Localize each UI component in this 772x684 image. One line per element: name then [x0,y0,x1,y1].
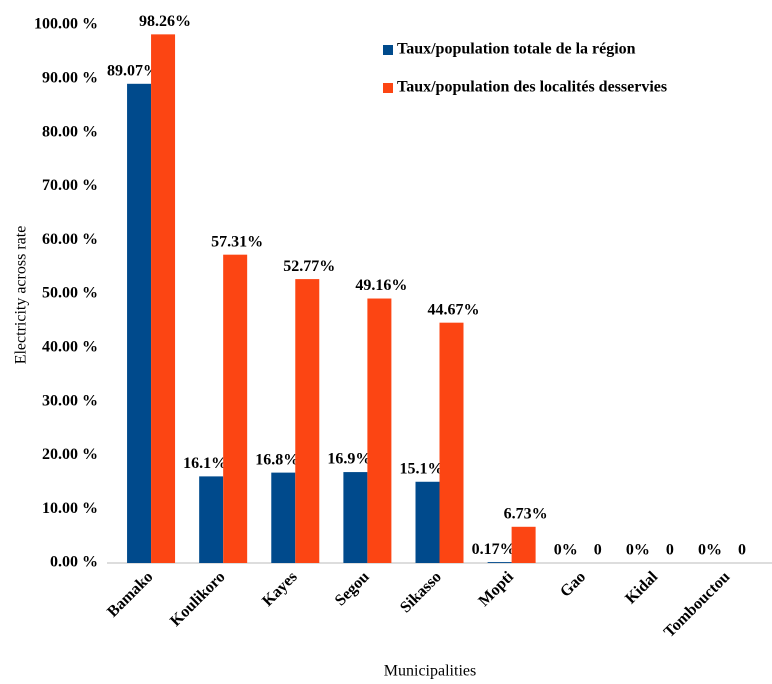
x-tick-label: Bamako [104,568,156,620]
data-label: 0% [698,542,722,559]
data-label: 0 [666,542,674,559]
legend-label: Taux/population totale de la région [397,41,636,58]
data-label: 0% [554,542,578,559]
y-tick-label: 40.00 % [42,338,98,355]
bar [343,472,368,563]
y-tick-label: 60.00 % [42,231,98,248]
y-axis-title: Electricity across rate [13,226,30,365]
x-axis-title: Municipalities [384,663,476,680]
y-tick-label: 10.00 % [42,500,98,517]
data-label: 98.26% [139,13,191,30]
data-label: 16.8% [255,451,299,468]
bar [511,526,536,563]
x-tick-label: Koulikoro [167,568,228,629]
bar [127,83,152,563]
data-label: 0 [594,542,602,559]
legend-swatch [383,83,393,93]
bar [199,476,224,563]
data-label: 0 [738,542,746,559]
data-label: 16.9% [327,451,371,468]
data-label: 52.77% [283,258,335,275]
bar [415,481,440,563]
legend-label: Taux/population des localités desservies [397,79,667,96]
x-tick-label: Segou [332,568,373,609]
x-tick-label: Tombouctou [661,568,734,641]
bar [151,34,176,563]
x-tick-label: Kidal [622,568,661,607]
data-label: 0.17% [472,541,516,558]
x-tick-label: Sikasso [397,568,445,616]
bar [223,254,248,564]
x-tick-label: Kayes [259,568,301,610]
y-tick-label: 100.00 % [34,16,98,33]
y-tick-label: 20.00 % [42,446,98,463]
data-label: 16.1% [183,455,227,472]
data-label: 49.16% [355,277,407,294]
x-tick-label: Gao [557,568,589,600]
legend-swatch [383,45,393,55]
y-tick-label: 80.00 % [42,123,98,140]
x-tick-label: Mopti [475,568,517,610]
data-label: 6.73% [504,505,548,522]
bar [487,562,512,563]
bar [439,322,464,563]
data-label: 44.67% [428,301,480,318]
bar [367,298,392,563]
y-tick-label: 30.00 % [42,392,98,409]
data-label: 89.07% [107,62,159,79]
y-tick-label: 90.00 % [42,69,98,86]
bar [295,279,320,563]
data-label: 15.1% [400,460,444,477]
data-label: 57.31% [211,233,263,250]
y-tick-label: 50.00 % [42,285,98,302]
bar [271,472,296,563]
data-label: 0% [626,542,650,559]
y-tick-label: 0.00 % [50,554,98,571]
y-tick-label: 70.00 % [42,177,98,194]
